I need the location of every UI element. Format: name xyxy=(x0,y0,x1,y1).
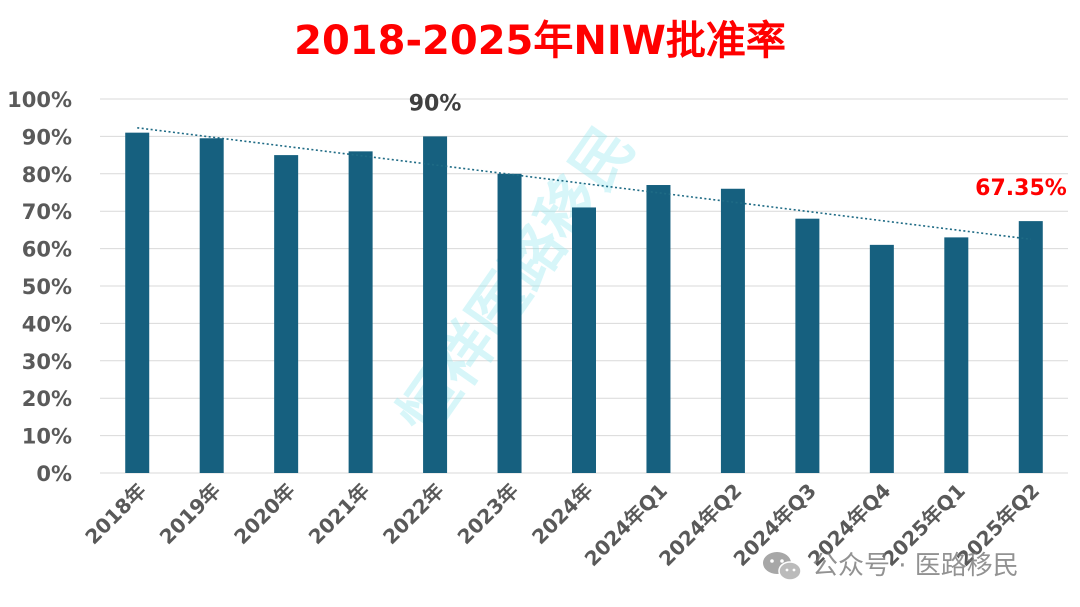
data-label: 67.35% xyxy=(975,176,1067,201)
y-tick-label: 50% xyxy=(22,275,72,299)
bar xyxy=(795,218,820,473)
bar xyxy=(720,188,745,473)
y-tick-label: 30% xyxy=(22,350,72,374)
y-tick-label: 80% xyxy=(22,163,72,187)
bar xyxy=(646,185,671,473)
data-labels: 90% 67.35% xyxy=(409,91,1067,201)
bar xyxy=(423,136,448,473)
x-tick-label: 2020年 xyxy=(229,479,299,549)
x-tick-label: 2023年 xyxy=(453,479,523,549)
bar xyxy=(348,151,373,474)
x-tick-label: 2018年 xyxy=(80,479,150,549)
y-tick-label: 90% xyxy=(22,125,72,149)
y-tick-label: 100% xyxy=(7,88,72,112)
chart-title: 2018-2025年NIW批准率 xyxy=(294,18,786,64)
credit-text: 公众号 · 医路移民 xyxy=(812,551,1019,581)
credit-badge: 公众号 · 医路移民 xyxy=(763,551,1019,581)
x-tick-label: 2024年 xyxy=(527,479,597,549)
bar xyxy=(199,138,224,473)
bar xyxy=(944,237,969,473)
bar xyxy=(497,173,522,474)
bar xyxy=(125,132,150,473)
y-tick-label: 20% xyxy=(22,387,72,411)
bars xyxy=(125,132,1043,474)
x-tick-label: 2022年 xyxy=(378,479,448,549)
y-tick-label: 60% xyxy=(22,238,72,262)
trendline xyxy=(137,127,1031,241)
x-tick-label: 2019年 xyxy=(155,479,225,549)
x-tick-label: 2021年 xyxy=(304,479,374,549)
y-tick-label: 70% xyxy=(22,200,72,224)
bar xyxy=(1018,221,1043,473)
bar xyxy=(572,207,596,473)
bar xyxy=(869,244,894,473)
y-tick-label: 10% xyxy=(22,425,72,449)
bar xyxy=(274,155,299,473)
trendline xyxy=(137,127,1031,241)
wechat-icon xyxy=(763,552,802,581)
data-label: 90% xyxy=(409,91,462,116)
y-tick-label: 0% xyxy=(36,462,72,486)
y-tick-label: 40% xyxy=(22,312,72,336)
y-axis-ticks: 0% 10% 20% 30% 40% 50% 60% 70% 80% 90% 100% xyxy=(7,88,72,486)
